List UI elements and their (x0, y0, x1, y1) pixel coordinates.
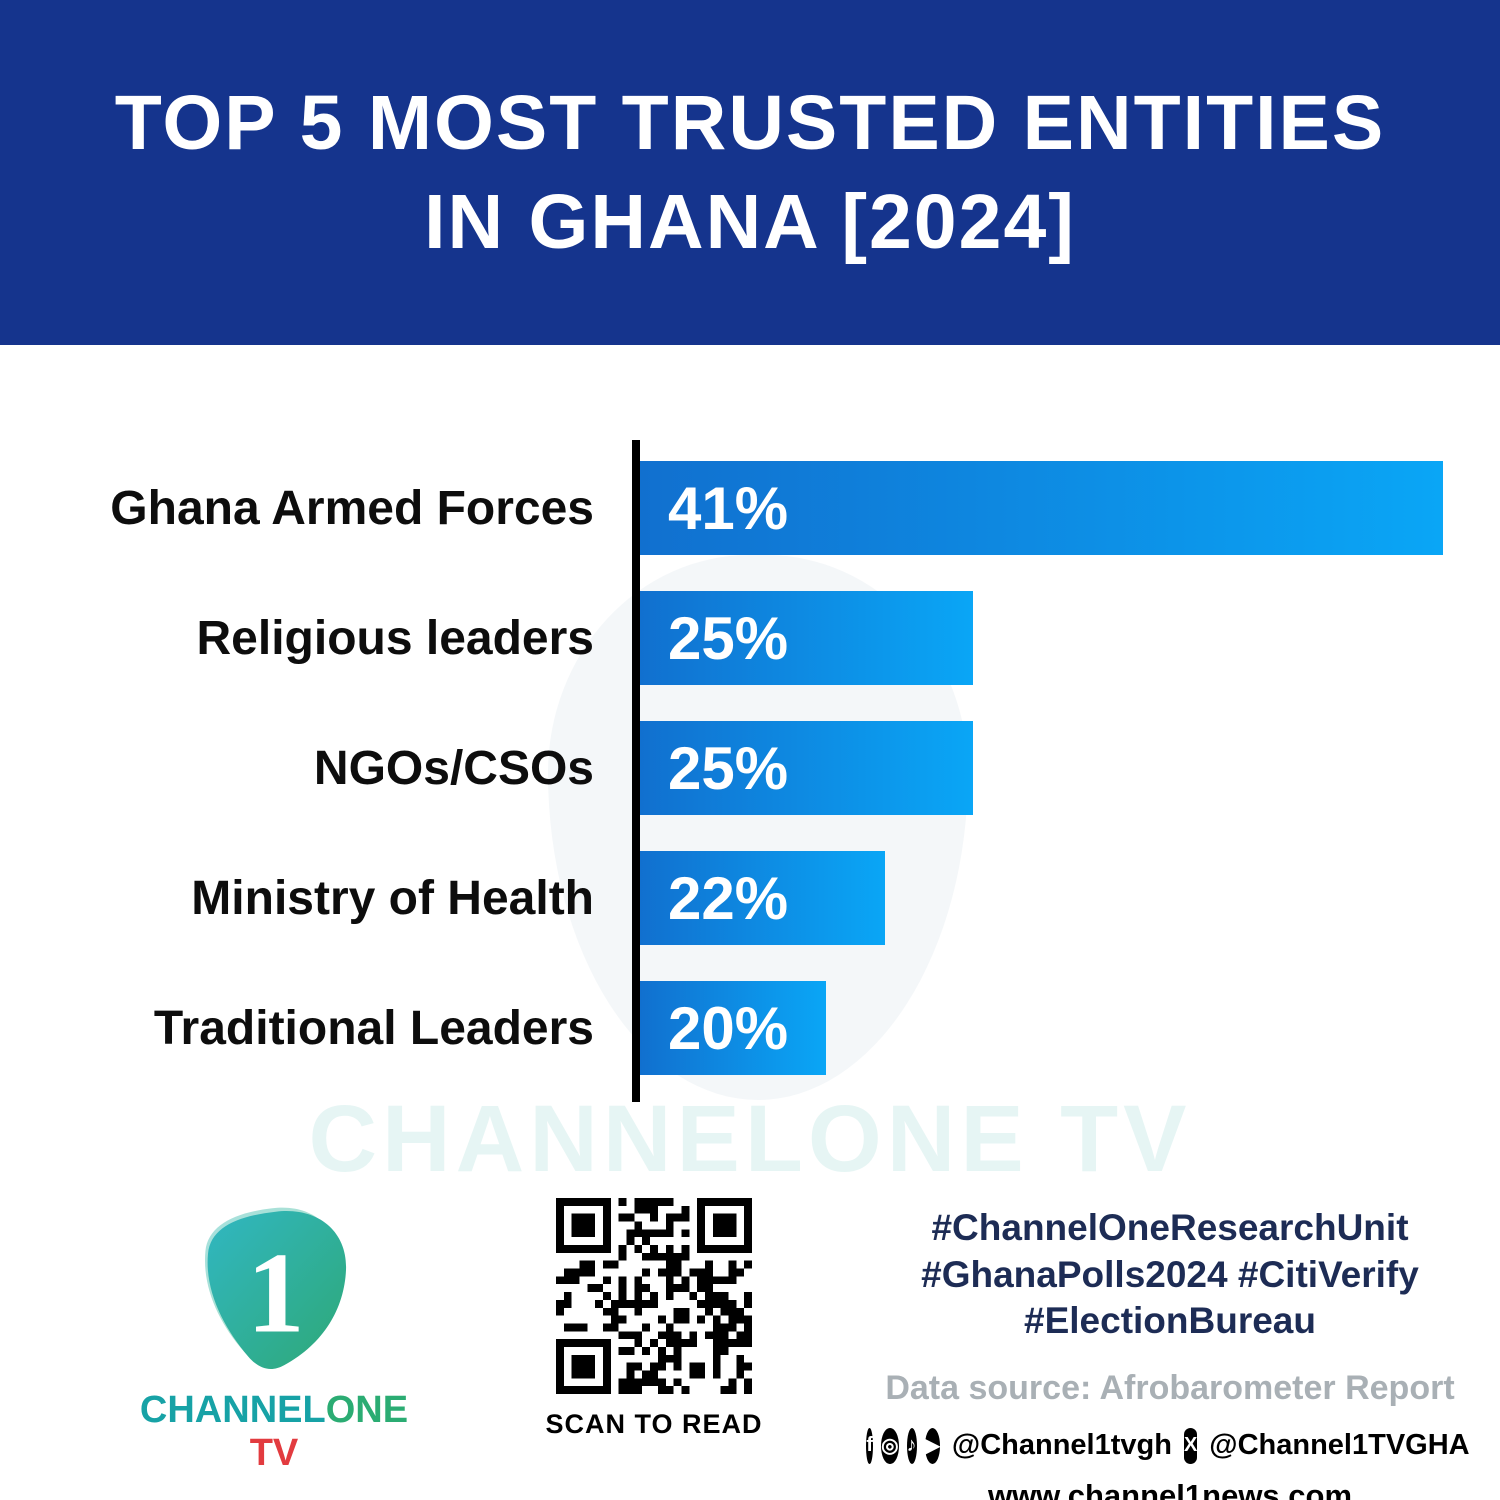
tiktok-icon: ♪ (906, 1427, 917, 1464)
bar-category-label: Ghana Armed Forces (110, 481, 594, 535)
facebook-icon: f (866, 1427, 874, 1464)
social-handle-1: @Channel1tvgh (951, 1429, 1172, 1462)
channel-one-logo-block: 1 CHANNELONE TV (128, 1198, 420, 1475)
bar: 41% (640, 461, 1443, 555)
hashtag-line-3: #ElectionBureau (1024, 1300, 1316, 1342)
bar-track: 22% (640, 851, 1500, 945)
bar: 25% (640, 591, 973, 685)
qr-block: SCAN TO READ (540, 1198, 768, 1440)
chart-row: Religious leaders 25% (0, 573, 1500, 703)
brand-wordmark: CHANNELONE TV (128, 1389, 420, 1475)
data-source-text: Data source: Afrobarometer Report (885, 1368, 1455, 1407)
bar-track: 20% (640, 981, 1500, 1075)
bar-value-label: 20% (668, 994, 789, 1062)
website-url: www.channel1news.com (987, 1477, 1353, 1500)
bar-value-label: 41% (668, 474, 789, 542)
chart-row: Ghana Armed Forces 41% (0, 443, 1500, 573)
channel-one-logo-icon: 1 (204, 1207, 347, 1370)
youtube-icon: ▶ (924, 1427, 940, 1464)
hashtag-line-1: #ChannelOneResearchUnit (931, 1207, 1409, 1248)
chart-axis-line (632, 440, 640, 1102)
bar-category-label: NGOs/CSOs (313, 741, 594, 795)
brand-one-text: ONE (325, 1389, 409, 1431)
hashtag-line-2: #GhanaPolls2024 #CitiVerify (921, 1253, 1419, 1295)
bar-category-label: Traditional Leaders (153, 1001, 594, 1055)
brand-tv-text: TV (249, 1432, 299, 1474)
header-banner: TOP 5 MOST TRUSTED ENTITIES IN GHANA [20… (0, 0, 1500, 345)
social-row: f ◎ ♪ ▶ @Channel1tvgh X @Channel1TVGHA (866, 1427, 1470, 1464)
qr-caption: SCAN TO READ (545, 1409, 763, 1439)
bar-track: 25% (640, 591, 1500, 685)
bar-category-label: Ministry of Health (191, 871, 594, 925)
chart-row: Ministry of Health 22% (0, 833, 1500, 963)
bar: 25% (640, 721, 973, 815)
bar-value-label: 25% (668, 604, 789, 672)
chart-row: NGOs/CSOs 25% (0, 703, 1500, 833)
bar: 20% (640, 981, 826, 1075)
logo-digit: 1 (247, 1230, 305, 1358)
footer-info-block: #ChannelOneResearchUnit #GhanaPolls2024 … (866, 1205, 1470, 1500)
brand-watermark: CHANNELONE TV (308, 1086, 1192, 1192)
qr-code (540, 1198, 768, 1399)
x-icon: X (1183, 1427, 1198, 1464)
bar: 22% (640, 851, 885, 945)
social-handle-2: @Channel1TVGHA (1209, 1429, 1470, 1462)
bar-category-label: Religious leaders (196, 611, 594, 665)
bar-track: 41% (640, 461, 1500, 555)
instagram-icon: ◎ (881, 1427, 899, 1464)
bar-track: 25% (640, 721, 1500, 815)
brand-channel-text: CHANNEL (139, 1389, 326, 1431)
chart-row: Traditional Leaders 20% (0, 963, 1500, 1093)
page-title-line-1: TOP 5 MOST TRUSTED ENTITIES (114, 79, 1386, 166)
page-title-line-2: IN GHANA [2024] (424, 178, 1076, 265)
bar-value-label: 25% (668, 734, 789, 802)
bar-value-label: 22% (668, 864, 789, 932)
bar-chart: Ghana Armed Forces 41% Religious leaders 25… (0, 443, 1500, 1093)
